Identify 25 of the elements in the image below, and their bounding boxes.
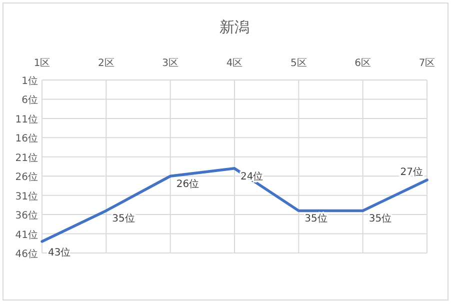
y-tick-label: 26位 — [15, 171, 38, 184]
data-label: 35位 — [304, 212, 328, 225]
y-tick-label: 6位 — [22, 94, 38, 106]
y-tick-label: 11位 — [15, 113, 38, 126]
x-tick-label: 6区 — [354, 58, 372, 69]
line-series — [40, 167, 428, 243]
x-tick-label: 7区 — [418, 58, 436, 69]
data-label: 27位 — [400, 166, 423, 178]
y-tick-label: 31位 — [15, 190, 38, 202]
y-tick-label: 46位 — [15, 248, 38, 260]
data-label: 35位 — [368, 212, 392, 225]
x-tick-label: 5区 — [290, 58, 307, 69]
data-label: 35位 — [112, 212, 135, 225]
x-tick-label: 1区 — [34, 58, 50, 69]
y-tick-label: 16位 — [15, 132, 38, 145]
y-tick-label: 36位 — [15, 210, 38, 222]
chart-title: 新潟 — [220, 18, 250, 36]
y-tick-label: 41位 — [15, 228, 38, 241]
data-label: 43位 — [48, 246, 71, 258]
x-tick-label: 3区 — [162, 58, 179, 69]
x-tick-label: 4区 — [226, 58, 243, 69]
y-tick-label: 21位 — [15, 152, 38, 164]
data-label: 26位 — [176, 178, 200, 190]
y-tick-label: 1位 — [22, 75, 38, 87]
x-tick-label: 2区 — [98, 58, 114, 69]
